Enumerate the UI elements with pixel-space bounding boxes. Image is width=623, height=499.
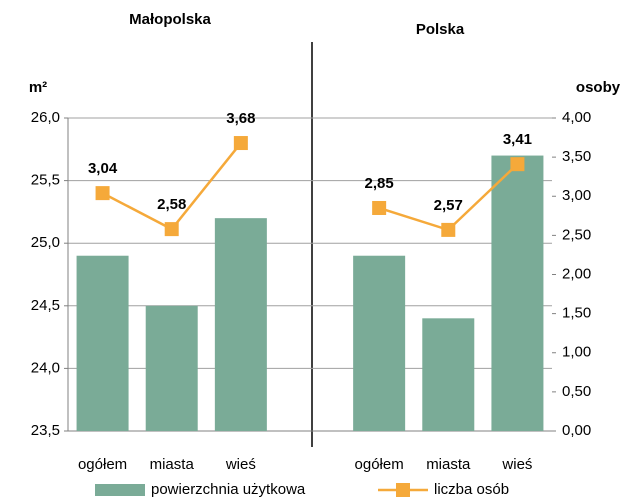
data-label: 3,68 [226, 110, 255, 127]
x-tick-label: wieś [501, 456, 532, 473]
x-tick-label: wieś [225, 456, 256, 473]
group-title: Polska [416, 21, 465, 38]
x-tick-label: miasta [426, 456, 471, 473]
line-marker [95, 186, 110, 201]
data-label: 3,41 [503, 131, 532, 148]
group-title: Małopolska [129, 11, 211, 28]
line-marker [441, 222, 456, 237]
legend-label: liczba osób [434, 481, 509, 498]
data-label: 3,04 [88, 160, 118, 177]
bar [353, 255, 406, 431]
line-marker [510, 157, 525, 172]
x-tick-label: miasta [150, 456, 195, 473]
y-tick-label: 24,5 [31, 297, 60, 314]
y2-tick-label: 2,00 [562, 265, 591, 282]
bar [145, 305, 198, 431]
y2-tick-label: 4,00 [562, 109, 591, 126]
y-tick-label: 24,0 [31, 359, 60, 376]
data-label: 2,58 [157, 196, 186, 213]
line-marker [233, 136, 248, 151]
x-tick-label: ogółem [78, 456, 127, 473]
bar [422, 318, 475, 431]
y2-tick-label: 3,50 [562, 148, 591, 165]
y-tick-label: 25,5 [31, 172, 60, 189]
line-marker [164, 222, 179, 237]
legend-swatch [396, 483, 410, 497]
y-axis-label: m² [29, 79, 47, 96]
bar [491, 155, 544, 431]
data-label: 2,85 [365, 175, 394, 192]
y2-tick-label: 1,00 [562, 344, 591, 361]
y-tick-label: 26,0 [31, 109, 60, 126]
x-tick-label: ogółem [355, 456, 404, 473]
data-label: 2,57 [434, 197, 463, 214]
line-marker [372, 200, 387, 215]
bar [214, 218, 267, 431]
y-tick-label: 25,0 [31, 234, 60, 251]
y2-axis-label: osoby [576, 79, 621, 96]
legend-label: powierzchnia użytkowa [151, 481, 306, 498]
y2-tick-label: 3,00 [562, 187, 591, 204]
y-tick-label: 23,5 [31, 422, 60, 439]
y2-tick-label: 0,50 [562, 383, 591, 400]
y2-tick-label: 1,50 [562, 305, 591, 322]
y2-tick-label: 2,50 [562, 226, 591, 243]
y2-tick-label: 0,00 [562, 422, 591, 439]
bar [76, 255, 129, 431]
line [101, 142, 519, 232]
legend-swatch [95, 484, 145, 496]
